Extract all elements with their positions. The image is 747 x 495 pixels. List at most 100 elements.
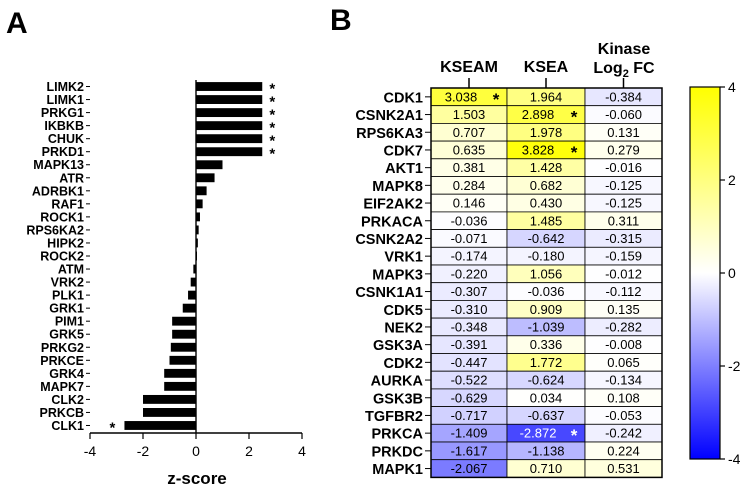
cell-value: 3.828 [522,142,555,157]
cell-value: -2.067 [451,461,488,476]
row-label-cdk1: CDK1 [384,90,423,106]
cell-value: 0.284 [453,178,486,193]
cell-value: -0.310 [451,302,488,317]
colorbar-gradient [689,86,721,460]
cell-value: -0.016 [605,160,642,175]
fc-label: FC [629,60,655,77]
column-header-kinase: Kinase [598,41,651,58]
cell-value: -0.242 [605,426,642,441]
y-tick-label: CLK2 [51,393,84,407]
panel-a-x-axis-title: z-score [167,469,227,488]
row-label-prkaca: PRKACA [361,214,424,230]
row-label-vrk1: VRK1 [384,250,423,266]
column-header-ksea: KSEA [524,59,569,76]
y-tick-label: PRKG1 [41,106,84,120]
cell-value: 0.336 [530,337,563,352]
cell-value: -0.717 [451,408,488,423]
bar-grk4 [164,368,196,378]
significance-marker: * [571,108,578,127]
bar-pim1 [172,316,196,326]
cell-value: -1.039 [528,319,565,334]
row-label-aurka: AURKA [371,374,424,390]
significance-marker: * [269,133,275,150]
bar-vrk2 [190,277,196,287]
cell-value: 0.279 [607,142,640,157]
bar-adrbk1 [196,186,207,196]
y-tick-label: ATR [59,171,84,185]
significance-marker: * [493,90,500,109]
cell-value: 0.531 [607,461,640,476]
cell-value: -0.348 [451,319,488,334]
y-tick-label: CHUK [48,132,84,146]
bar-plk1 [188,290,196,300]
cell-value: -0.060 [605,107,642,122]
bar-grk1 [182,303,196,313]
row-label-cdk2: CDK2 [384,356,423,372]
cell-value: -0.315 [605,231,642,246]
cell-value: 2.898 [522,107,555,122]
cell-value: 0.311 [608,213,640,228]
y-tick-label: PRKCB [40,406,84,420]
y-tick-label: PRKD1 [42,145,84,159]
bar-rock2 [196,251,197,261]
y-tick-label: PRKG2 [41,341,84,355]
bar-prkce [169,355,196,365]
column-header-kseam: KSEAM [440,59,498,76]
significance-marker: * [571,426,578,445]
row-label-akt1: AKT1 [385,161,423,177]
colorbar-tick-label: 4 [728,79,736,95]
cell-value: -0.384 [605,89,642,104]
row-label-cdk7: CDK7 [384,143,423,159]
bar-limk2 [196,82,263,91]
bar-prkg1 [196,108,263,118]
x-tick-label: 2 [245,443,253,459]
cell-value: -0.391 [451,337,488,352]
y-tick-label: ADRBK1 [32,184,84,198]
significance-marker: * [269,94,275,111]
log-label: Log [593,60,622,77]
bar-prkd1 [196,147,263,157]
bar-clk2 [143,394,196,404]
bar-clk1 [124,421,196,430]
significance-marker: * [110,419,116,436]
row-label-csnk2a2: CSNK2A2 [355,232,423,248]
cell-value: 0.065 [607,355,640,370]
y-tick-label: ROCK1 [40,210,84,224]
cell-value: -0.180 [528,249,565,264]
bar-ikbkb [196,121,263,131]
cell-value: -0.053 [605,408,642,423]
y-tick-label: ROCK2 [40,250,84,264]
cell-value: -1.138 [528,443,565,458]
bar-rock1 [196,212,200,222]
x-tick-label: 4 [298,443,306,459]
bar-atr [196,173,215,183]
bar-atm [193,264,196,274]
bar-prkg2 [170,342,196,352]
colorbar: 4 2 0 -2 -4 [689,79,741,467]
y-tick-label: RPS6KA2 [26,223,84,237]
log-subscript: 2 [623,68,629,80]
cell-value: 0.146 [453,196,486,211]
cell-value: -0.220 [451,266,488,281]
bar-chuk [196,134,263,144]
cell-value: -2.872 [520,426,557,441]
bar-rps6ka2 [196,225,199,235]
cell-value: -0.522 [451,373,488,388]
y-tick-label: GRK4 [49,367,84,381]
cell-value: -0.159 [605,249,642,264]
row-label-mapk1: MAPK1 [372,462,423,478]
bar-hipk2 [196,238,198,248]
cell-value: 0.135 [607,302,640,317]
cell-value: 1.964 [530,89,563,104]
cell-value: -0.008 [605,337,642,352]
row-label-mapk3: MAPK3 [372,267,423,283]
bar-limk1 [196,95,263,104]
significance-marker: * [269,81,275,98]
x-tick-label: 0 [192,443,200,459]
cell-value: -0.174 [451,249,488,264]
y-tick-label: CLK1 [51,419,84,433]
cell-value: -0.447 [451,355,488,370]
cell-value: 1.503 [453,107,486,122]
bar-prkcb [143,408,196,417]
